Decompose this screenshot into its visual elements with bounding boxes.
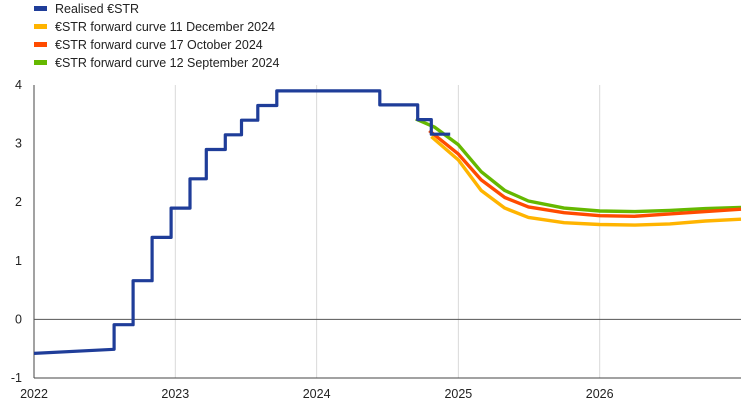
x-tick-labels: 2022 2023 2024 2025 2026 — [20, 387, 614, 401]
legend-item: €STR forward curve 11 December 2024 — [34, 18, 279, 36]
legend-item: Realised €STR — [34, 0, 279, 18]
legend-swatch — [34, 24, 47, 30]
y-tick-label: 2 — [15, 195, 22, 209]
x-tick-label: 2025 — [444, 387, 472, 401]
y-tick-label: 1 — [15, 254, 22, 268]
series-line — [428, 129, 742, 218]
legend-label: €STR forward curve 12 September 2024 — [55, 56, 280, 70]
series-line — [430, 135, 742, 227]
series-lines — [33, 89, 742, 355]
legend-swatch — [34, 6, 47, 12]
gridlines — [174, 85, 601, 378]
legend-item: €STR forward curve 12 September 2024 — [34, 54, 279, 72]
x-tick-label: 2022 — [20, 387, 48, 401]
y-tick-label: 3 — [15, 137, 22, 151]
x-tick-label: 2024 — [303, 387, 331, 401]
legend-label: €STR forward curve 11 December 2024 — [55, 20, 276, 34]
y-tick-label: 4 — [15, 78, 22, 92]
series-line — [415, 117, 742, 214]
y-tick-labels: 4 3 2 1 0 -1 — [11, 78, 22, 385]
axes — [33, 85, 741, 379]
y-tick-label: 0 — [15, 312, 22, 326]
x-tick-label: 2023 — [161, 387, 189, 401]
x-tick-label: 2026 — [586, 387, 614, 401]
legend-swatch — [34, 60, 47, 66]
legend: Realised €STR €STR forward curve 11 Decem… — [34, 0, 279, 72]
legend-item: €STR forward curve 17 October 2024 — [34, 36, 279, 54]
series-line — [33, 89, 451, 355]
legend-label: €STR forward curve 17 October 2024 — [55, 38, 263, 52]
legend-label: Realised €STR — [55, 2, 140, 16]
y-tick-label: -1 — [11, 371, 22, 385]
legend-swatch — [34, 42, 47, 48]
